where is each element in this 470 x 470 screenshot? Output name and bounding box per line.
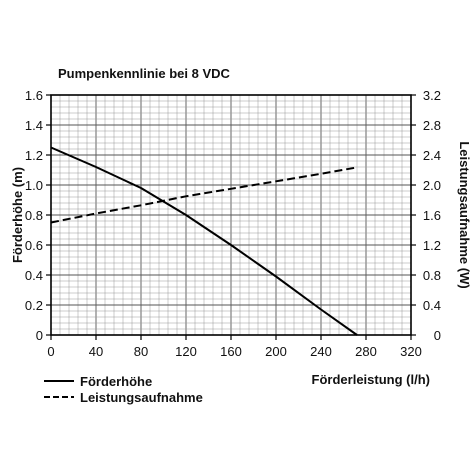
x-tick-label: 40 (89, 344, 103, 359)
series-line-foerderhoehe (50, 146, 358, 336)
y-right-tick-label: 0.4 (423, 298, 441, 313)
tick-labels: 0 40 80 120 160 200 240 280 320 0 0.2 0.4 0.6 0.8 1.0 1… (25, 88, 441, 359)
x-tick-label: 80 (134, 344, 148, 359)
x-tick-label: 320 (400, 344, 422, 359)
x-tick-label: 200 (265, 344, 287, 359)
x-tick-label: 280 (355, 344, 377, 359)
grid (50, 94, 412, 336)
x-tick-label: 120 (175, 344, 197, 359)
x-tick-label: 160 (220, 344, 242, 359)
y-left-tick-label: 0.6 (25, 238, 43, 253)
y-left-tick-label: 0.4 (25, 268, 43, 283)
series-lines (50, 146, 358, 336)
y-right-tick-label: 2.0 (423, 178, 441, 193)
y-right-tick-label: 2.4 (423, 148, 441, 163)
x-tick-label: 240 (310, 344, 332, 359)
x-axis-label: Förderleistung (l/h) (312, 372, 430, 387)
y-axis-left-label: Förderhöhe (m) (10, 167, 25, 263)
y-left-tick-label: 1.4 (25, 118, 43, 133)
y-left-tick-label: 1.2 (25, 148, 43, 163)
y-right-tick-label: 1.6 (423, 208, 441, 223)
y-right-tick-label: 1.2 (423, 238, 441, 253)
y-left-tick-label: 0 (36, 328, 43, 343)
y-left-tick-label: 0.2 (25, 298, 43, 313)
y-right-tick-label: 3.2 (423, 88, 441, 103)
y-right-tick-label: 0 (434, 328, 441, 343)
legend-label-foerderhoehe: Förderhöhe (80, 374, 152, 389)
legend-label-leistungsaufnahme: Leistungsaufnahme (80, 390, 203, 405)
y-right-tick-label: 2.8 (423, 118, 441, 133)
series-line-leistungsaufnahme (50, 166, 355, 224)
y-left-tick-label: 1.0 (25, 178, 43, 193)
x-tick-label: 0 (47, 344, 54, 359)
y-left-tick-label: 1.6 (25, 88, 43, 103)
y-axis-right-label: Leistungsaufnahme (W) (457, 141, 470, 288)
chart-title: Pumpenkennlinie bei 8 VDC (58, 66, 231, 81)
y-right-tick-label: 0.8 (423, 268, 441, 283)
y-left-tick-label: 0.8 (25, 208, 43, 223)
legend: Förderhöhe Leistungsaufnahme (44, 374, 203, 405)
